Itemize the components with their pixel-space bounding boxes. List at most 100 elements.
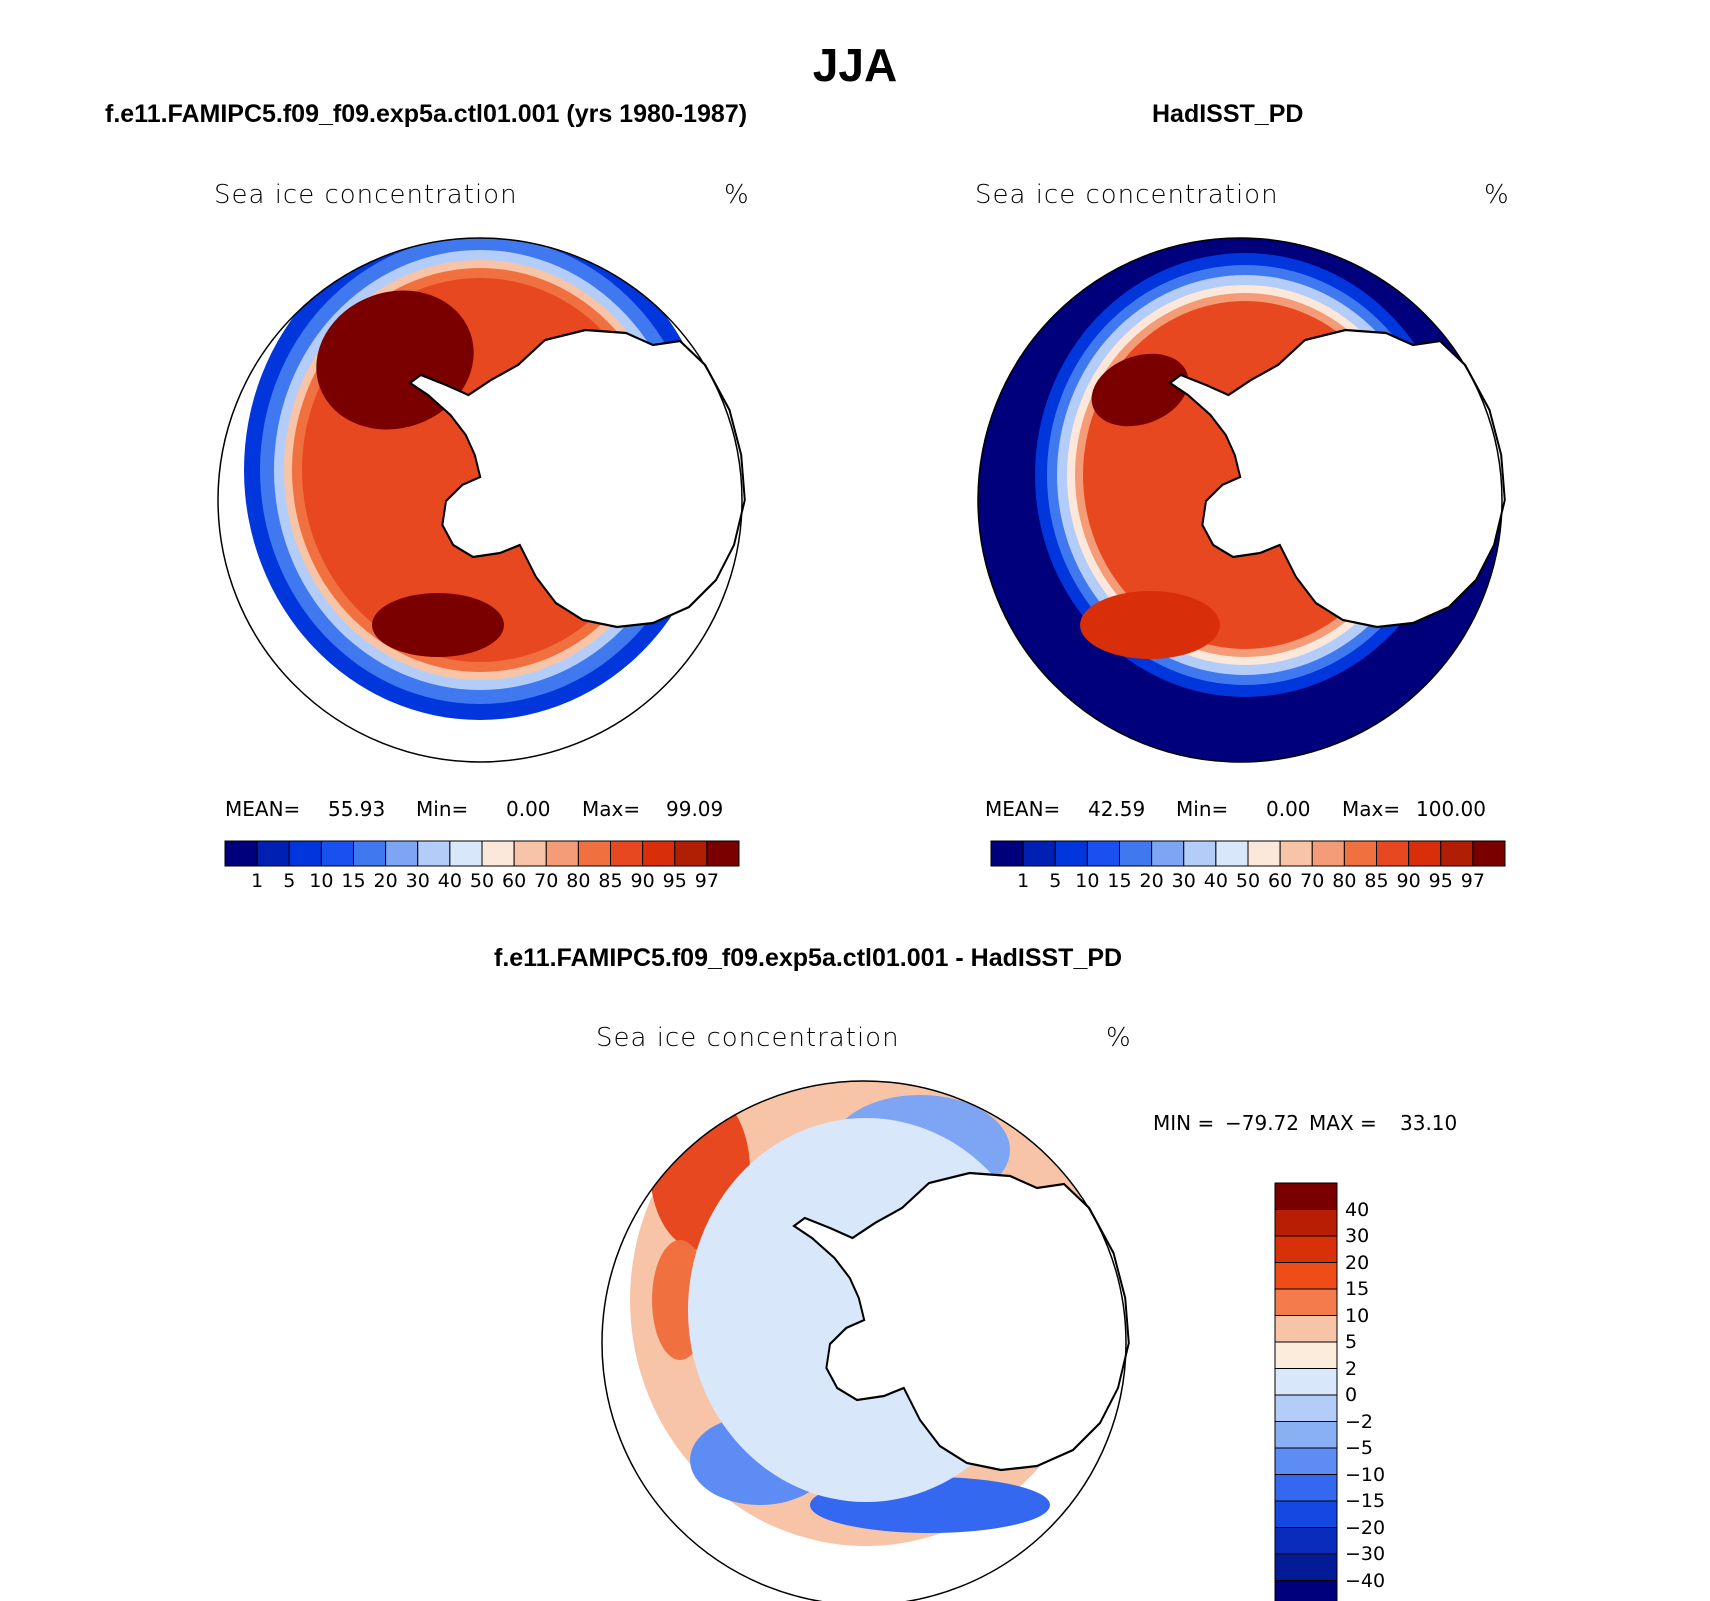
panel-2-title: HadISST_PD <box>1152 100 1304 128</box>
panel-1-colorbar-swatch <box>545 840 579 867</box>
panel-1-colorbar-tick-label: 50 <box>469 870 495 892</box>
panel-3-colorbar-tick-label: −10 <box>1345 1463 1386 1486</box>
panel-3-colorbar-tick-label: −20 <box>1345 1516 1386 1539</box>
panel-3-colorbar-swatch <box>1274 1447 1338 1475</box>
panel-3-title: f.e11.FAMIPC5.f09_f09.exp5a.ctl01.001 - … <box>494 944 1123 972</box>
panel-1-colorbar-swatch <box>385 840 419 867</box>
panel-1-units: % <box>724 180 750 210</box>
panel-3-colorbar-tick-label: 20 <box>1345 1251 1370 1274</box>
panel-1-colorbar-tick-label: 30 <box>405 870 430 892</box>
panel-3-colorbar-swatch <box>1274 1235 1338 1263</box>
panel-3-colorbar-tick-label: −5 <box>1345 1437 1374 1459</box>
panel-2-colorbar-tick-label: 40 <box>1203 870 1228 892</box>
panel-3-max-label: MAX = <box>1309 1111 1377 1135</box>
panel-3-colorbar-swatch <box>1274 1262 1338 1290</box>
panel-3-colorbar-swatch <box>1274 1527 1338 1555</box>
panel-3-colorbar-tick-label: −15 <box>1345 1490 1386 1512</box>
panel-3-colorbar-swatch <box>1274 1421 1338 1449</box>
panel-1-mean: 55.93 <box>328 797 386 821</box>
panel-1-colorbar-swatch <box>513 840 547 867</box>
panel-2-map <box>977 237 1506 763</box>
panel-2-colorbar-swatch <box>1054 840 1088 867</box>
panel-1-min-label: Min= <box>416 797 469 821</box>
panel-3-colorbar-swatch <box>1274 1341 1338 1369</box>
panel-2-mean: 42.59 <box>1088 797 1146 821</box>
panel-2-colorbar-swatch <box>1440 840 1474 867</box>
panel-1-colorbar-tick-label: 1 <box>251 870 264 892</box>
panel-2-colorbar-tick-label: 15 <box>1107 870 1132 892</box>
panel-1-colorbar-swatch <box>320 840 354 867</box>
panel-1-colorbar-tick-label: 60 <box>502 870 527 892</box>
panel-1-colorbar-tick-label: 95 <box>662 870 687 892</box>
panel-3-colorbar-swatch <box>1274 1315 1338 1343</box>
panel-1-colorbar-tick-label: 5 <box>283 870 296 892</box>
panel-1-variable: Sea ice concentration <box>214 180 518 210</box>
panel-3-colorbar-tick-label: 40 <box>1345 1198 1370 1221</box>
panel-3-colorbar-swatch <box>1274 1182 1338 1210</box>
panel-3-colorbar-swatch <box>1274 1368 1338 1396</box>
panel-1-colorbar-tick-label: 20 <box>373 870 398 892</box>
panel-2-colorbar-tick-label: 1 <box>1017 870 1030 892</box>
panel-2-colorbar-swatch <box>1376 840 1410 867</box>
panel-2-min: 0.00 <box>1266 797 1311 821</box>
panel-3-min-label: MIN = <box>1153 1111 1215 1135</box>
panel-1-colorbar-swatch <box>417 840 451 867</box>
panel-3-colorbar-tick-label: 10 <box>1345 1304 1370 1327</box>
panel-2-max: 100.00 <box>1416 797 1486 821</box>
panel-3-min: −79.72 <box>1225 1111 1300 1135</box>
panel-3-colorbar-swatch <box>1274 1580 1338 1601</box>
panel-1-colorbar-tick-label: 90 <box>630 870 655 892</box>
panel-2-colorbar-tick-label: 97 <box>1460 870 1485 892</box>
panel-3-colorbar-tick-label: −2 <box>1345 1410 1374 1433</box>
panel-2-colorbar-tick-label: 90 <box>1396 870 1421 892</box>
panel-1-mean-label: MEAN= <box>225 797 301 821</box>
panel-1-title: f.e11.FAMIPC5.f09_f09.exp5a.ctl01.001 (y… <box>105 100 748 128</box>
panel-2-colorbar <box>990 840 1506 867</box>
panel-2-colorbar-tick-label: 5 <box>1049 870 1062 892</box>
panel-3-colorbar-tick-label: 15 <box>1345 1278 1370 1300</box>
panel-2-colorbar-tick-label: 95 <box>1428 870 1453 892</box>
panel-2-colorbar-swatch <box>1086 840 1120 867</box>
figure-title: JJA <box>812 39 898 91</box>
panel-2-colorbar-swatch <box>990 840 1024 867</box>
panel-2-colorbar-tick-label: 20 <box>1139 870 1164 892</box>
panel-1-colorbar-tick-label: 40 <box>437 870 462 892</box>
panel-2-variable: Sea ice concentration <box>975 180 1279 210</box>
panel-1-min: 0.00 <box>506 797 551 821</box>
panel-1-colorbar-tick-label: 70 <box>534 870 559 892</box>
panel-3-colorbar-swatch <box>1274 1209 1338 1237</box>
panel-1-colorbar-tick-label: 97 <box>694 870 719 892</box>
panel-3-map <box>601 1080 1130 1601</box>
panel-1-max-label: Max= <box>582 797 641 821</box>
panel-1-colorbar-tick-label: 10 <box>309 870 334 892</box>
panel-2-colorbar-swatch <box>1119 840 1153 867</box>
panel-2-colorbar-tick-label: 70 <box>1300 870 1325 892</box>
panel-2-units: % <box>1484 180 1510 210</box>
panel-3-colorbar-swatch <box>1274 1288 1338 1316</box>
panel-3-colorbar-tick-label: 2 <box>1345 1357 1358 1380</box>
panel-1-max: 99.09 <box>666 797 724 821</box>
panel-3-colorbar-swatch <box>1274 1394 1338 1422</box>
panel-1-colorbar-swatch <box>610 840 644 867</box>
panel-3-colorbar-swatch <box>1274 1474 1338 1502</box>
panel-1-colorbar-swatch <box>288 840 322 867</box>
panel-1-colorbar-swatch <box>353 840 387 867</box>
panel-3-colorbar-tick-label: 30 <box>1345 1225 1370 1247</box>
panel-1-colorbar-swatch <box>481 840 515 867</box>
panel-2-colorbar-tick-label: 50 <box>1235 870 1261 892</box>
panel-3-colorbar-tick-label: 5 <box>1345 1331 1358 1353</box>
panel-3-variable: Sea ice concentration <box>596 1023 900 1053</box>
panel-3-colorbar-swatch <box>1274 1500 1338 1528</box>
panel-2-colorbar-swatch <box>1215 840 1249 867</box>
panel-2-colorbar-swatch <box>1311 840 1345 867</box>
panel-2-colorbar-tick-label: 85 <box>1364 870 1389 892</box>
panel-1-colorbar-swatch <box>224 840 258 867</box>
panel-2-min-label: Min= <box>1176 797 1229 821</box>
panel-3-colorbar-tick-label: −40 <box>1345 1569 1386 1592</box>
panel-1-colorbar-swatch <box>256 840 290 867</box>
panel-2-colorbar-swatch <box>1472 840 1506 867</box>
panel-3-max: 33.10 <box>1400 1111 1458 1135</box>
panel-2-colorbar-swatch <box>1343 840 1377 867</box>
panel-1-colorbar-tick-label: 85 <box>598 870 623 892</box>
